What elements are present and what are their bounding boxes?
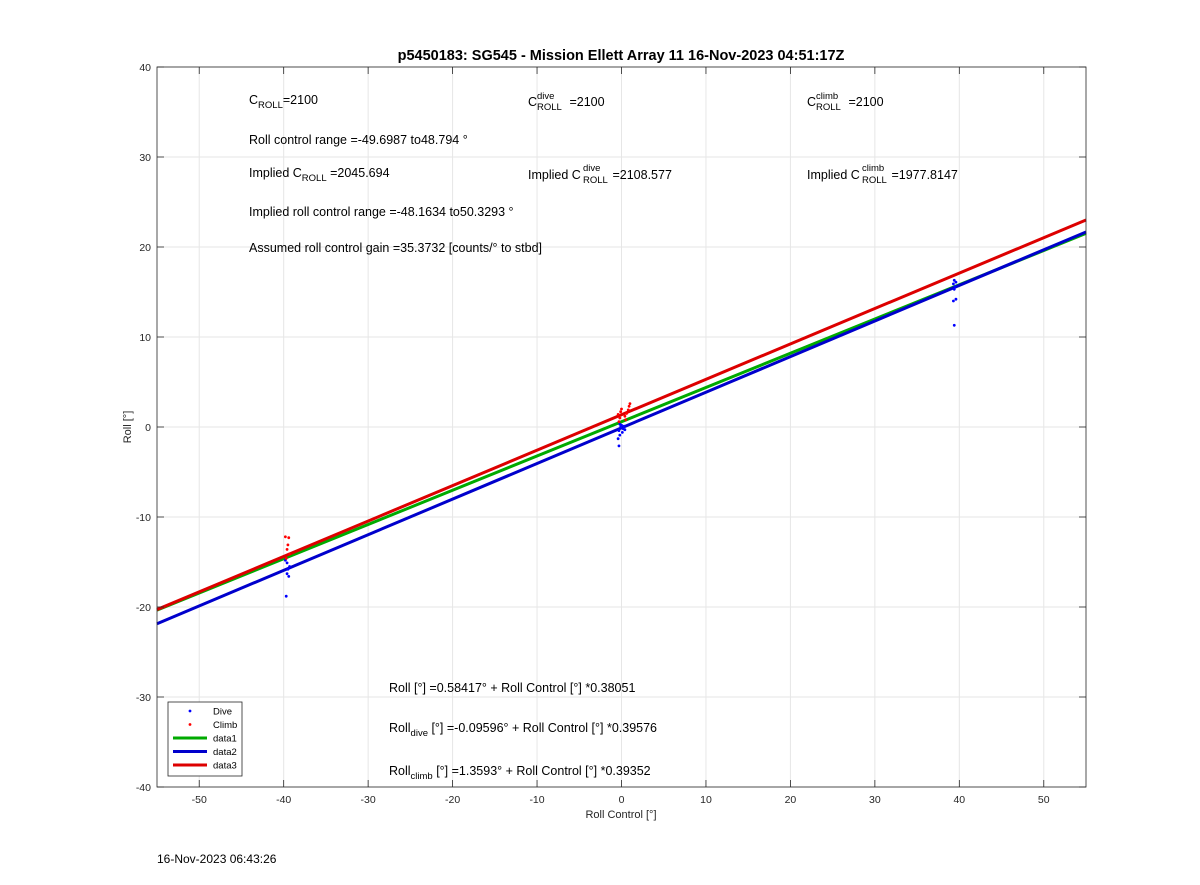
- y-tick-label: -40: [136, 782, 151, 794]
- x-tick-label: 40: [953, 794, 965, 806]
- point-dive: [287, 575, 291, 578]
- point-dive: [952, 323, 956, 327]
- x-tick-label: 0: [619, 794, 625, 806]
- point-dive: [616, 437, 620, 441]
- legend-label-dive: Dive: [213, 707, 232, 718]
- point-dive: [284, 594, 288, 598]
- point-climb: [625, 412, 628, 415]
- legend-marker-climb: [188, 723, 192, 726]
- fit-dive-annotation: Rolldive [°] =-0.09596° + Roll Control […: [389, 721, 657, 739]
- point-dive: [623, 428, 627, 432]
- point-dive: [620, 423, 623, 427]
- point-climb: [288, 552, 291, 556]
- y-tick-label: 40: [139, 62, 151, 74]
- point-dive: [952, 287, 956, 291]
- gain-annotation: Assumed roll control gain =35.3732 [coun…: [249, 241, 542, 255]
- point-dive: [953, 285, 957, 288]
- point-dive: [285, 561, 289, 565]
- point-climb: [620, 407, 623, 411]
- y-tick-label: 0: [145, 422, 151, 434]
- x-tick-label: 10: [700, 794, 712, 806]
- fit-all-annotation: Roll [°] =0.58417° + Roll Control [°] *0…: [389, 681, 635, 695]
- point-dive: [285, 572, 289, 576]
- x-tick-label: 30: [869, 794, 881, 806]
- roll-control-range-annotation: Roll control range =-49.6987 to48.794 °: [249, 133, 468, 147]
- point-dive: [288, 565, 291, 568]
- implied-range-annotation: Implied roll control range =-48.1634 to5…: [249, 205, 514, 219]
- point-dive: [954, 297, 958, 301]
- point-climb: [616, 413, 620, 416]
- point-climb: [618, 416, 622, 420]
- c-roll-annotation: CROLL=2100: [249, 93, 318, 111]
- y-tick-label: 20: [139, 242, 151, 254]
- y-axis-label: Roll [°]: [122, 411, 134, 444]
- point-climb: [283, 535, 287, 539]
- axis-ticks: -50 -40 -30 -20 -10 0 10 20 30 40 50 -40 -30 -20 -10 0 1…: [136, 62, 1086, 806]
- point-dive: [617, 444, 621, 448]
- point-climb: [617, 420, 621, 423]
- y-tick-label: 30: [139, 152, 151, 164]
- x-tick-label: -20: [445, 794, 460, 806]
- point-dive: [952, 282, 955, 286]
- point-dive: [622, 424, 626, 428]
- point-dive: [617, 429, 621, 432]
- footer-timestamp: 16-Nov-2023 06:43:26: [157, 852, 277, 866]
- y-tick-label: -10: [136, 512, 151, 524]
- legend-marker-dive: [188, 709, 192, 713]
- point-dive: [952, 278, 956, 282]
- point-climb: [619, 410, 623, 414]
- point-climb: [627, 404, 631, 408]
- chart-title: p5450183: SG545 - Mission Ellett Array 1…: [398, 48, 845, 64]
- implied-c-roll-annotation: Implied CROLL =2045.694: [249, 166, 390, 184]
- point-climb: [286, 543, 290, 547]
- point-dive: [620, 431, 624, 434]
- legend-label-data1: data1: [213, 734, 237, 745]
- fit-line-data3: [156, 218, 1087, 611]
- point-climb: [626, 408, 630, 412]
- c-roll-dive-annotation: Cdive ROLL =2100: [528, 91, 605, 113]
- point-climb: [284, 557, 288, 560]
- point-dive: [286, 567, 290, 571]
- x-axis-label: Roll Control [°]: [585, 809, 656, 821]
- point-dive: [954, 280, 958, 284]
- x-tick-label: 20: [785, 794, 797, 806]
- x-tick-label: -30: [361, 794, 376, 806]
- fit-climb-annotation: Rollclimb [°] =1.3593° + Roll Control [°…: [389, 764, 651, 782]
- x-tick-label: -50: [192, 794, 207, 806]
- y-tick-label: 10: [139, 332, 151, 344]
- point-climb: [285, 548, 289, 551]
- x-tick-label: -10: [529, 794, 544, 806]
- c-roll-climb-annotation: Cclimb ROLL =2100: [807, 91, 884, 113]
- legend-label-data2: data2: [213, 747, 237, 758]
- y-tick-label: -20: [136, 602, 151, 614]
- point-climb: [623, 414, 627, 418]
- point-climb: [628, 402, 632, 405]
- legend-label-climb: Climb: [213, 720, 237, 731]
- x-tick-label: -40: [276, 794, 291, 806]
- point-dive: [952, 299, 955, 303]
- y-tick-label: -30: [136, 692, 151, 704]
- point-climb: [624, 418, 628, 422]
- point-dive: [618, 433, 622, 437]
- legend: Dive Climb data1 data2 data3: [167, 701, 243, 777]
- point-climb: [287, 536, 291, 540]
- data-points: [283, 278, 958, 598]
- legend-label-data3: data3: [213, 761, 237, 772]
- x-tick-label: 50: [1038, 794, 1050, 806]
